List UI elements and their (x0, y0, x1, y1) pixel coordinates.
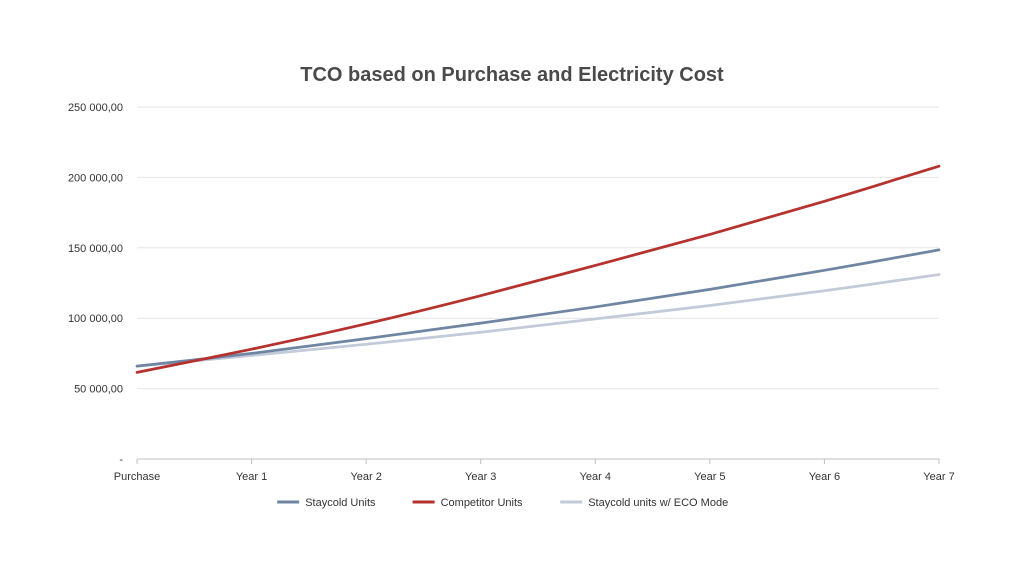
y-tick-label: 100 000,00 (68, 313, 123, 325)
y-tick-label: - (119, 454, 123, 466)
chart-title: TCO based on Purchase and Electricity Co… (300, 64, 724, 86)
x-tick-label: Year 1 (236, 471, 267, 483)
series-line-staycold-units (135, 248, 941, 368)
y-tick-label: 50 000,00 (74, 384, 123, 396)
y-tick-label: 150 000,00 (68, 243, 123, 255)
series-lines (135, 164, 941, 374)
axes: - 50 000,00 100 000,00 150 000,00 200 000,00… (68, 102, 955, 483)
series-line-staycold-units-w-eco-mode (135, 273, 941, 368)
legend: Staycold Units Competitor Units Staycold u… (277, 497, 728, 509)
x-tick-label: Year 7 (923, 471, 954, 483)
series-line-competitor-units (135, 164, 941, 374)
y-tick-label: 200 000,00 (68, 172, 123, 184)
x-tick-label: Purchase (114, 471, 160, 483)
legend-label-staycold-units: Staycold Units (305, 497, 376, 509)
gridlines (137, 106, 939, 390)
x-tick-label: Year 3 (465, 471, 496, 483)
legend-label-competitor-units: Competitor Units (441, 497, 523, 509)
y-tick-label: 250 000,00 (68, 102, 123, 114)
x-tick-label: Year 2 (350, 471, 381, 483)
legend-label-staycold-units-w-eco-mode: Staycold units w/ ECO Mode (588, 497, 728, 509)
x-tick-label: Year 4 (580, 471, 611, 483)
x-tick-label: Year 5 (694, 471, 725, 483)
x-tick-label: Year 6 (809, 471, 840, 483)
